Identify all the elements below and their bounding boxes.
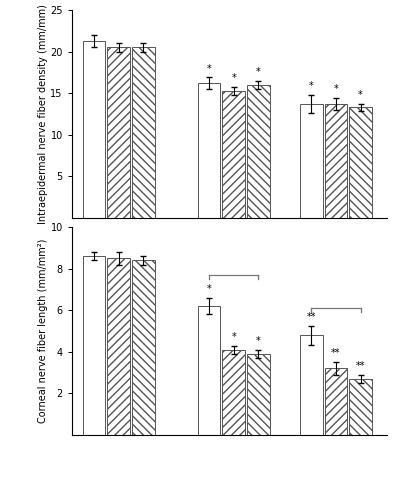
Text: *: * [334,84,338,94]
Bar [132,260,155,435]
Bar [222,350,245,435]
Text: **: ** [356,361,365,371]
Y-axis label: Corneal nerve fiber length (mm/mm²): Corneal nerve fiber length (mm/mm²) [38,239,48,423]
Bar [198,83,220,218]
Bar [349,379,372,435]
Text: *: * [256,67,261,77]
Text: **: ** [331,348,341,358]
Bar [300,335,322,435]
Text: *: * [309,82,314,92]
Bar [83,41,105,218]
Bar [222,90,245,218]
Y-axis label: Intraepidermal nerve fiber density (mm/mm): Intraepidermal nerve fiber density (mm/m… [38,4,47,224]
Bar [107,258,130,435]
Text: *: * [231,73,236,83]
Bar [324,368,347,435]
Text: *: * [358,90,363,100]
Bar [300,104,322,218]
Text: *: * [231,332,236,342]
Text: *: * [207,284,211,294]
Bar [107,48,130,218]
Bar [247,85,270,218]
Bar [83,256,105,435]
Bar [247,354,270,435]
Bar [324,104,347,218]
Text: *: * [256,336,261,346]
Text: **: ** [306,312,316,322]
Bar [349,108,372,218]
Bar [198,306,220,435]
Bar [132,48,155,218]
Text: *: * [207,64,211,74]
